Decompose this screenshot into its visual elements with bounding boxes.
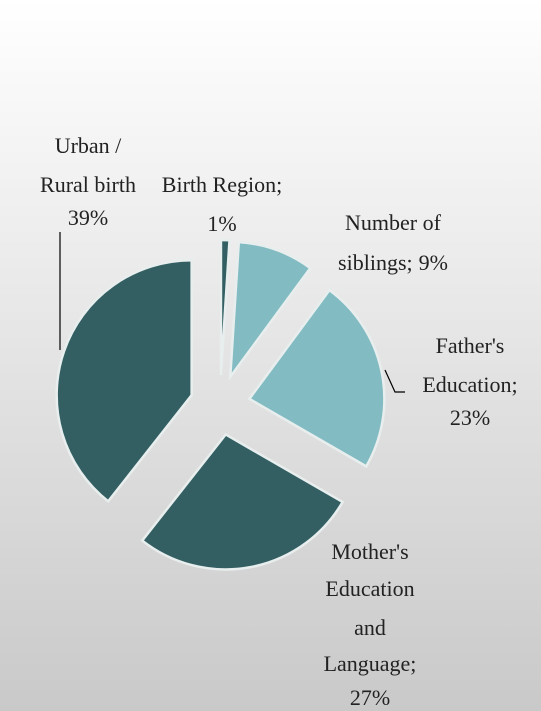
category-label: Rural birth bbox=[40, 172, 136, 197]
category-label: siblings; bbox=[338, 250, 413, 275]
category-label: Urban / bbox=[55, 133, 122, 158]
category-label: Mother's bbox=[331, 539, 408, 564]
pie-slice bbox=[55, 258, 193, 504]
data-label: siblings; 9% bbox=[338, 250, 448, 275]
value-label: 27% bbox=[350, 685, 390, 710]
pie-slice bbox=[228, 240, 313, 381]
category-label: Language; bbox=[324, 651, 417, 676]
value-label: 9% bbox=[419, 250, 448, 275]
category-label: Education bbox=[325, 576, 414, 601]
category-label: Father's bbox=[436, 333, 505, 358]
category-label: Education; bbox=[422, 372, 517, 397]
value-label: 23% bbox=[450, 405, 490, 430]
category-label: Birth Region; bbox=[162, 172, 282, 197]
category-label: and bbox=[354, 615, 386, 640]
leader-line bbox=[384, 369, 405, 393]
pie-slice bbox=[140, 432, 345, 571]
pie-slice bbox=[247, 288, 386, 469]
category-label: Number of bbox=[345, 210, 442, 235]
value-label: 39% bbox=[68, 205, 108, 230]
value-label: 1% bbox=[207, 211, 236, 236]
pie-slice bbox=[219, 238, 231, 376]
